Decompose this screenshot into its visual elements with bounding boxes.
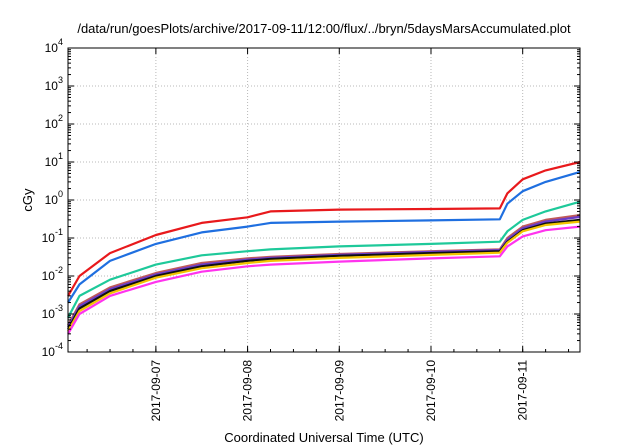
x-axis: 2017-09-07 2017-09-08 2017-09-09 2017-09-10…	[86, 48, 570, 422]
x-tick-label: 2017-09-11	[516, 360, 530, 421]
y-tick-label: 10-3	[42, 303, 63, 321]
series-line-1	[67, 160, 581, 297]
x-tick-label: 2017-09-07	[149, 360, 163, 422]
y-tick-label: 101	[45, 151, 63, 169]
series-line-4	[67, 214, 581, 326]
x-tick-label: 2017-09-10	[424, 360, 438, 422]
series-group	[67, 160, 581, 335]
y-tick-label: 10-4	[42, 341, 63, 359]
y-tick-label: 100	[45, 189, 63, 207]
series-line-3	[67, 200, 581, 319]
y-tick-label: 10-2	[42, 265, 63, 283]
x-tick-label: 2017-09-08	[241, 360, 255, 422]
y-axis: 10-4 10-3 10-2 10-1 100 101 102 103 104	[42, 37, 580, 359]
series-line-8	[67, 225, 581, 335]
x-tick-label: 2017-09-09	[332, 360, 346, 422]
y-axis-label: cGy	[20, 188, 35, 212]
series-line-7	[67, 220, 581, 332]
y-tick-label: 104	[45, 37, 63, 55]
grid	[68, 48, 580, 352]
y-tick-label: 103	[45, 75, 63, 93]
series-line-2	[67, 170, 581, 304]
y-tick-label: 10-1	[42, 227, 63, 245]
x-axis-label: Coordinated Universal Time (UTC)	[224, 430, 423, 445]
series-line-5	[67, 215, 581, 328]
y-tick-label: 102	[45, 113, 63, 131]
chart-title: /data/run/goesPlots/archive/2017-09-11/1…	[77, 21, 571, 36]
